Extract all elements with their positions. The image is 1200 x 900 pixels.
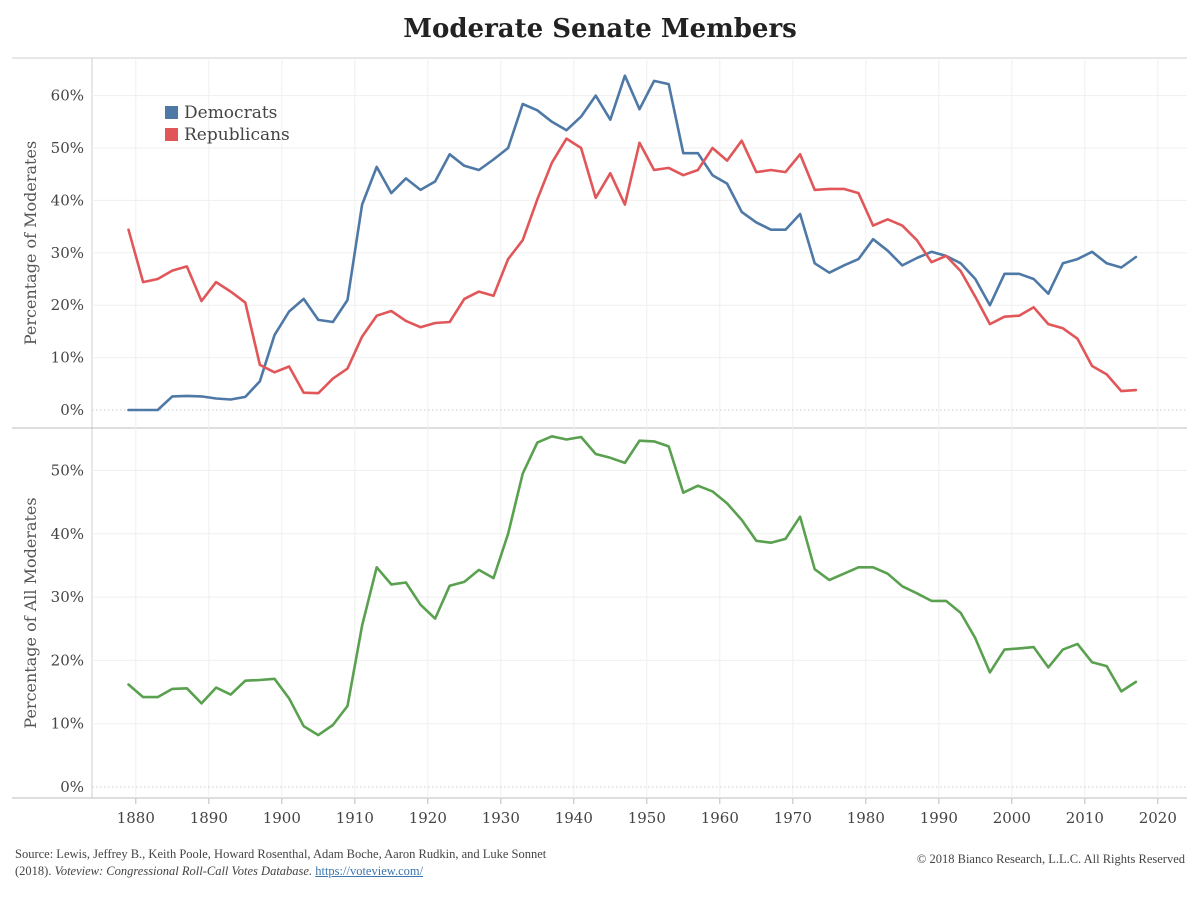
x-tick-label: 1910: [336, 809, 374, 827]
chart-frame: [12, 57, 1187, 799]
tick-labels: 1880 1890 1900 1910 1920 1930 1940 1950 1960 1970…: [51, 87, 1177, 827]
y-tick-label: 50%: [51, 139, 84, 157]
series-line-all-moderates: [127, 434, 1138, 737]
legend-swatch-republicans: [165, 128, 178, 141]
legend-label-republicans: Republicans: [184, 125, 290, 145]
x-tick-label: 1970: [774, 809, 812, 827]
x-tick-label: 1930: [482, 809, 520, 827]
series-line-republicans: [127, 137, 1138, 395]
y-tick-label: 10%: [51, 715, 84, 733]
x-tick-label: 1960: [701, 809, 739, 827]
y-tick-label: 40%: [51, 191, 84, 209]
y-tick-label: 0%: [60, 778, 84, 796]
series-line-democrats: [127, 74, 1138, 412]
x-tick-label: 2020: [1139, 809, 1177, 827]
source-prefix: Source: Lewis, Jeffrey B., Keith Poole, …: [15, 847, 547, 878]
x-tick-label: 1980: [847, 809, 885, 827]
y-tick-label: 0%: [60, 401, 84, 419]
x-tick-label: 1920: [409, 809, 447, 827]
gridlines: [92, 58, 1187, 804]
y-tick-label: 50%: [51, 462, 84, 480]
x-tick-label: 2010: [1066, 809, 1104, 827]
legend-label-democrats: Democrats: [184, 103, 277, 123]
y-tick-label: 30%: [51, 588, 84, 606]
x-tick-label: 1990: [920, 809, 958, 827]
x-tick-label: 1940: [555, 809, 593, 827]
y-tick-label: 60%: [51, 87, 84, 105]
axis-titles: Percentage of Moderates Percentage of All…: [21, 141, 40, 729]
chart-title: Moderate Senate Members: [403, 14, 797, 44]
y-tick-label: 20%: [51, 296, 84, 314]
x-tick-label: 1890: [190, 809, 228, 827]
y-axis-title: Percentage of All Moderates: [21, 497, 40, 728]
legend-swatch-democrats: [165, 106, 178, 119]
x-tick-label: 1950: [628, 809, 666, 827]
y-tick-label: 40%: [51, 525, 84, 543]
y-axis-title: Percentage of Moderates: [21, 141, 40, 345]
source-italic: Voteview: Congressional Roll-Call Votes …: [54, 863, 313, 878]
y-tick-label: 30%: [51, 244, 84, 262]
source-link[interactable]: https://voteview.com/: [315, 863, 424, 878]
x-tick-label: 1880: [117, 809, 155, 827]
copyright: © 2018 Bianco Research, L.L.C. All Right…: [916, 852, 1185, 866]
y-tick-label: 20%: [51, 651, 84, 669]
x-tick-label: 1900: [263, 809, 301, 827]
x-tick-label: 2000: [993, 809, 1031, 827]
y-tick-label: 10%: [51, 349, 84, 367]
source-note: Source: Lewis, Jeffrey B., Keith Poole, …: [15, 846, 575, 880]
series-lines: [127, 74, 1138, 737]
